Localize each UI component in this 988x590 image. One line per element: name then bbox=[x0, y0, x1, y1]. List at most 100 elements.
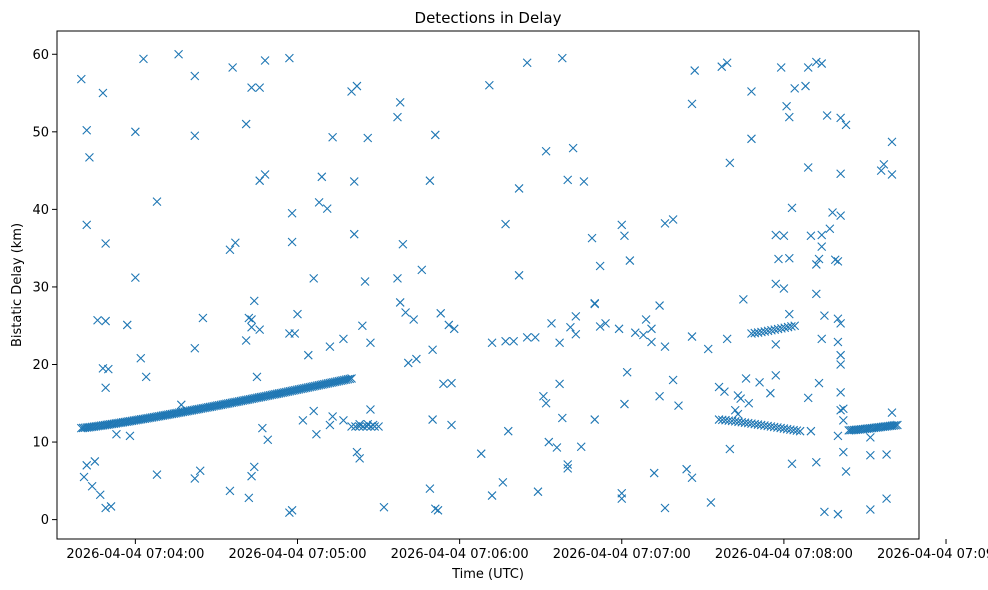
track-point bbox=[222, 399, 231, 409]
data-points bbox=[76, 49, 902, 519]
track-point bbox=[245, 394, 255, 404]
track-point bbox=[334, 376, 344, 386]
detection-point bbox=[879, 160, 889, 169]
track-point bbox=[249, 394, 258, 403]
detection-point bbox=[352, 81, 362, 91]
detection-point bbox=[655, 301, 664, 310]
track-point bbox=[252, 393, 262, 403]
track-point bbox=[144, 413, 153, 423]
detection-point bbox=[225, 486, 235, 496]
detection-point bbox=[417, 265, 427, 275]
track-point bbox=[238, 396, 248, 406]
detection-point bbox=[617, 494, 627, 504]
detection-point bbox=[503, 426, 513, 436]
detection-point bbox=[771, 279, 781, 289]
detection-point bbox=[395, 97, 405, 107]
track-point bbox=[351, 422, 360, 431]
track-point bbox=[278, 388, 288, 398]
detection-point bbox=[787, 203, 797, 213]
detection-point bbox=[730, 405, 740, 415]
detection-point bbox=[195, 466, 205, 476]
detection-point bbox=[687, 473, 697, 483]
detection-point bbox=[822, 111, 832, 120]
track-point bbox=[160, 410, 170, 420]
track-point bbox=[276, 388, 286, 398]
track-point bbox=[149, 412, 159, 422]
track-point bbox=[243, 395, 253, 404]
detection-point bbox=[784, 253, 794, 263]
detection-point bbox=[776, 63, 786, 72]
track-point bbox=[261, 391, 271, 401]
y-tick-label: 50 bbox=[32, 125, 49, 140]
detection-point bbox=[722, 334, 732, 344]
detection-point bbox=[882, 450, 891, 459]
y-tick-label: 0 bbox=[41, 513, 49, 528]
track-point bbox=[182, 406, 191, 416]
detection-point bbox=[660, 218, 670, 228]
track-point bbox=[254, 393, 264, 402]
detection-point bbox=[660, 342, 670, 352]
detection-point bbox=[836, 169, 846, 179]
detection-point bbox=[649, 468, 659, 478]
detection-point bbox=[811, 457, 821, 467]
detection-point bbox=[309, 274, 319, 283]
detection-point bbox=[190, 131, 200, 141]
track-point bbox=[270, 389, 280, 399]
detection-point bbox=[771, 339, 781, 349]
detection-point bbox=[725, 444, 735, 454]
detection-point bbox=[449, 324, 459, 334]
detection-point bbox=[257, 423, 267, 433]
detection-point bbox=[787, 459, 797, 469]
track-point bbox=[223, 399, 233, 408]
detection-point bbox=[93, 315, 102, 325]
detection-point bbox=[541, 146, 551, 156]
detection-point bbox=[90, 457, 100, 466]
detection-point bbox=[82, 460, 92, 470]
track-point bbox=[183, 406, 193, 416]
detection-point bbox=[325, 342, 335, 352]
detection-point bbox=[674, 401, 683, 410]
detection-point bbox=[579, 177, 589, 186]
detection-point bbox=[498, 477, 508, 487]
track-point bbox=[339, 375, 349, 385]
detection-point bbox=[817, 230, 827, 240]
detection-point bbox=[260, 170, 270, 179]
detection-point bbox=[595, 322, 605, 331]
detection-point bbox=[765, 388, 775, 398]
detection-point bbox=[98, 88, 108, 98]
detection-point bbox=[95, 490, 105, 500]
detection-point bbox=[247, 322, 256, 332]
detection-point bbox=[393, 274, 402, 283]
detection-point bbox=[349, 177, 359, 186]
detection-point bbox=[720, 387, 729, 397]
detection-point bbox=[811, 260, 821, 269]
track-point bbox=[154, 411, 164, 421]
track-point bbox=[274, 389, 284, 398]
detection-point bbox=[228, 63, 238, 72]
track-point bbox=[354, 422, 364, 431]
track-point bbox=[327, 378, 336, 388]
track-point bbox=[125, 416, 135, 426]
detection-point bbox=[530, 332, 540, 342]
track-point bbox=[147, 413, 157, 422]
detection-point bbox=[514, 270, 524, 280]
detection-point bbox=[865, 450, 875, 460]
y-tick-label: 30 bbox=[32, 280, 49, 295]
detection-point bbox=[174, 49, 183, 59]
track-point bbox=[136, 414, 146, 424]
detection-point bbox=[568, 143, 578, 153]
track-point bbox=[329, 377, 338, 387]
detection-point bbox=[82, 125, 92, 135]
track-point bbox=[283, 387, 293, 396]
detection-point bbox=[828, 208, 837, 217]
detection-point bbox=[360, 277, 370, 286]
detection-point bbox=[865, 505, 875, 514]
detection-point bbox=[747, 87, 756, 96]
detection-point bbox=[825, 224, 835, 234]
detection-point bbox=[366, 405, 375, 414]
detection-point bbox=[887, 170, 897, 179]
detection-point bbox=[687, 99, 697, 109]
detection-point bbox=[590, 299, 600, 309]
track-point bbox=[229, 398, 239, 407]
